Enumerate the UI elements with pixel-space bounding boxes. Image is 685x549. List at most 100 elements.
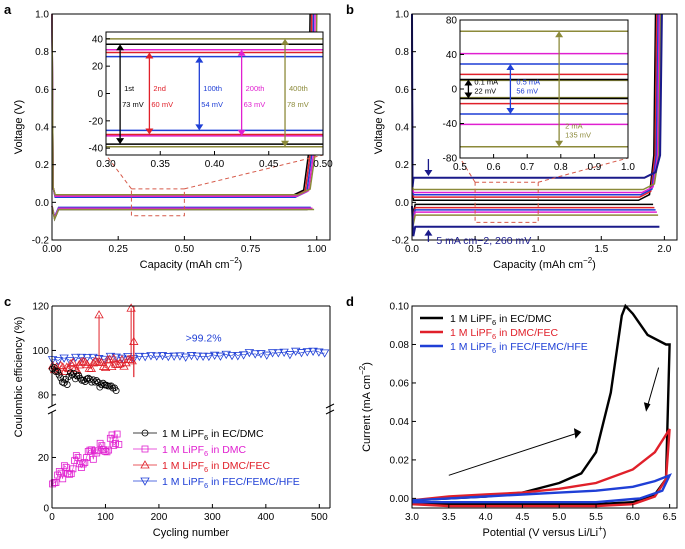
panel-a-ytick-label: -0.2 <box>32 236 50 247</box>
series-point <box>319 349 330 358</box>
series-point <box>113 430 121 438</box>
inset-label-cycle: 100th <box>203 84 222 93</box>
panel-c-xtick-label: 100 <box>97 512 114 523</box>
series-point <box>192 352 202 361</box>
series-DMC <box>52 433 120 485</box>
panel-c-xtick-label: 200 <box>151 512 168 523</box>
panel-a-xlabel: Capacity (mAh cm−2) <box>140 256 243 271</box>
panel-a-xlabel-close: ) <box>239 259 243 271</box>
inset-label-value: 73 mV <box>122 100 144 109</box>
series-point <box>69 465 77 473</box>
series-point <box>157 352 168 361</box>
inset-label-value: 22 mV <box>474 87 496 96</box>
series-point <box>85 374 92 382</box>
series-point <box>110 441 118 449</box>
panel-a-inset-ytick-label: -40 <box>89 144 104 155</box>
inset-label-value: 56 mV <box>516 87 538 96</box>
series-point <box>50 364 58 371</box>
series-point <box>72 452 80 460</box>
panel-b: 0.0 0.5 1.0 1.5 2.0-0.20.00.20.40.60.81.0Cap… <box>373 10 678 271</box>
panel-d-xtick-label: 6.5 <box>663 512 677 523</box>
panel-c-xlabel: Cycling number <box>153 527 230 539</box>
inset-label-cycle: 1st <box>124 84 135 93</box>
series-point <box>68 357 78 366</box>
panel-b-ylabel: Voltage (V) <box>373 100 385 154</box>
panel-b-inset-xtick-label: 1.0 <box>621 162 635 173</box>
series-point <box>103 448 111 456</box>
series-point <box>71 353 81 363</box>
series-point <box>100 362 111 372</box>
series-point <box>215 352 226 361</box>
series-point <box>102 355 113 364</box>
series-point <box>93 377 100 384</box>
series-point <box>60 366 70 375</box>
series-point <box>62 463 70 471</box>
arrow-head <box>116 44 125 51</box>
panel-a-xtick-label: 0.25 <box>108 244 128 255</box>
panel-a-inset-xtick-label: 0.50 <box>313 159 333 170</box>
panel-b-inset-xtick-label: 0.6 <box>487 162 501 173</box>
arrow-head <box>555 31 564 38</box>
arrow-head <box>195 56 204 63</box>
series-point <box>204 352 214 362</box>
series-point <box>76 374 84 382</box>
inset-label-value: 63 mV <box>244 100 266 109</box>
series-point <box>285 351 295 360</box>
arrow-head <box>506 108 515 115</box>
panel-a-inset-ytick-label: -20 <box>89 116 104 127</box>
panel-c-lower-ytick-label: 20 <box>38 453 50 464</box>
annotation-arrow-head <box>424 169 433 176</box>
panel-d-xtick-label: 3.0 <box>405 512 419 523</box>
series-point <box>88 378 96 386</box>
panel-a-xtick-label: 0.75 <box>241 244 261 255</box>
panel-d-ytick-label: 0.00 <box>390 494 410 505</box>
cv-series-FEC-FEMC-HFE <box>411 473 672 504</box>
inset-label-cycle: 0.5 mA <box>516 78 540 87</box>
series-point <box>52 479 60 486</box>
panel-a-xtick-label: 1.00 <box>307 244 327 255</box>
arrow-head <box>464 92 473 99</box>
annotation-arrow-head <box>424 229 433 236</box>
series-point <box>54 368 61 375</box>
series-point <box>221 350 231 360</box>
panel-a-inset-ytick-label: 0 <box>97 89 103 100</box>
panel-b-inset-ytick-label: 80 <box>446 16 458 27</box>
series-point <box>115 441 123 448</box>
panel-c-xtick-label: 400 <box>258 512 275 523</box>
panel-b-xlabel-main: Capacity (mAh cm <box>493 259 583 271</box>
arrow-head <box>145 128 154 135</box>
series-point <box>175 352 185 361</box>
series-point <box>90 356 101 365</box>
series-point <box>107 382 115 390</box>
axis-break-mark <box>325 409 335 415</box>
panel-a-ylabel: Voltage (V) <box>13 100 25 154</box>
series-point <box>112 387 120 395</box>
panel-d-ylabel-main: Current (mA cm <box>361 375 373 452</box>
series-point <box>56 360 66 369</box>
panel-b-xtick-label: 1.5 <box>594 244 608 255</box>
series-point <box>117 354 127 364</box>
legend-text: 1 M LiPF <box>162 428 204 440</box>
scan-arrow <box>448 432 578 476</box>
series-point <box>198 352 208 361</box>
panel-b-xtick-label: 0.5 <box>468 244 482 255</box>
series-point <box>80 357 90 366</box>
panel-b-xtick-label: 0.0 <box>405 244 419 255</box>
panel-a-inset-xtick-label: 0.30 <box>96 159 116 170</box>
arrow-head <box>555 140 564 147</box>
panel-d-ytick-label: 0.02 <box>390 455 410 466</box>
inset-label-cycle: 400th <box>289 84 308 93</box>
legend-marker <box>140 460 150 469</box>
panel-b-inset-ytick-label: 0 <box>451 85 457 96</box>
series-point <box>64 363 74 373</box>
panel-b-ytick-label: 1.0 <box>395 10 409 21</box>
panel-b-xtick-label: 2.0 <box>657 244 671 255</box>
inset-label-value: 60 mV <box>151 100 173 109</box>
series-discharge-1.5mA <box>411 206 657 222</box>
panel-a-ytick-label: 0.8 <box>35 47 49 58</box>
series-point <box>267 349 278 358</box>
panel-c-xtick-label: 0 <box>49 512 55 523</box>
panel-b-inset-ytick-label: -80 <box>443 154 458 165</box>
series-point <box>66 358 76 368</box>
legend-entry: 1 M LiPF6 in DMC/FEC <box>450 327 558 341</box>
